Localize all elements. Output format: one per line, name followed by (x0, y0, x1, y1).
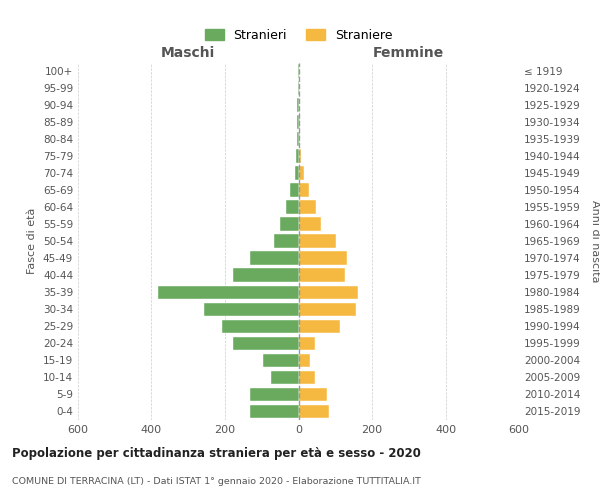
Y-axis label: Fasce di età: Fasce di età (28, 208, 37, 274)
Bar (299, 234, 336, 248)
Bar (299, 388, 327, 402)
Bar (299, 286, 358, 299)
Bar (298, 116, 299, 129)
Bar (271, 370, 299, 384)
Y-axis label: Anni di nascita: Anni di nascita (590, 200, 600, 282)
Bar (222, 320, 299, 333)
Bar (299, 150, 301, 163)
Bar (263, 354, 299, 367)
Text: Femmine: Femmine (373, 46, 445, 60)
Text: Maschi: Maschi (161, 46, 215, 60)
Bar (299, 166, 304, 180)
Bar (233, 336, 299, 350)
Bar (299, 404, 329, 418)
Bar (158, 286, 299, 299)
Bar (295, 166, 299, 180)
Bar (299, 218, 321, 231)
Bar (299, 132, 301, 146)
Text: Popolazione per cittadinanza straniera per età e sesso - 2020: Popolazione per cittadinanza straniera p… (12, 448, 421, 460)
Bar (299, 200, 316, 214)
Bar (299, 336, 316, 350)
Bar (299, 268, 345, 282)
Bar (250, 252, 299, 265)
Legend: Stranieri, Straniere: Stranieri, Straniere (199, 22, 398, 48)
Text: COMUNE DI TERRACINA (LT) - Dati ISTAT 1° gennaio 2020 - Elaborazione TUTTITALIA.: COMUNE DI TERRACINA (LT) - Dati ISTAT 1°… (12, 477, 421, 486)
Bar (274, 234, 299, 248)
Bar (250, 388, 299, 402)
Bar (299, 320, 340, 333)
Bar (297, 132, 299, 146)
Bar (296, 150, 299, 163)
Bar (299, 252, 347, 265)
Bar (280, 218, 299, 231)
Bar (299, 302, 356, 316)
Bar (290, 184, 299, 197)
Bar (233, 268, 299, 282)
Bar (299, 370, 316, 384)
Bar (299, 354, 310, 367)
Bar (250, 404, 299, 418)
Bar (286, 200, 299, 214)
Bar (299, 184, 309, 197)
Bar (203, 302, 299, 316)
Bar (298, 98, 299, 112)
